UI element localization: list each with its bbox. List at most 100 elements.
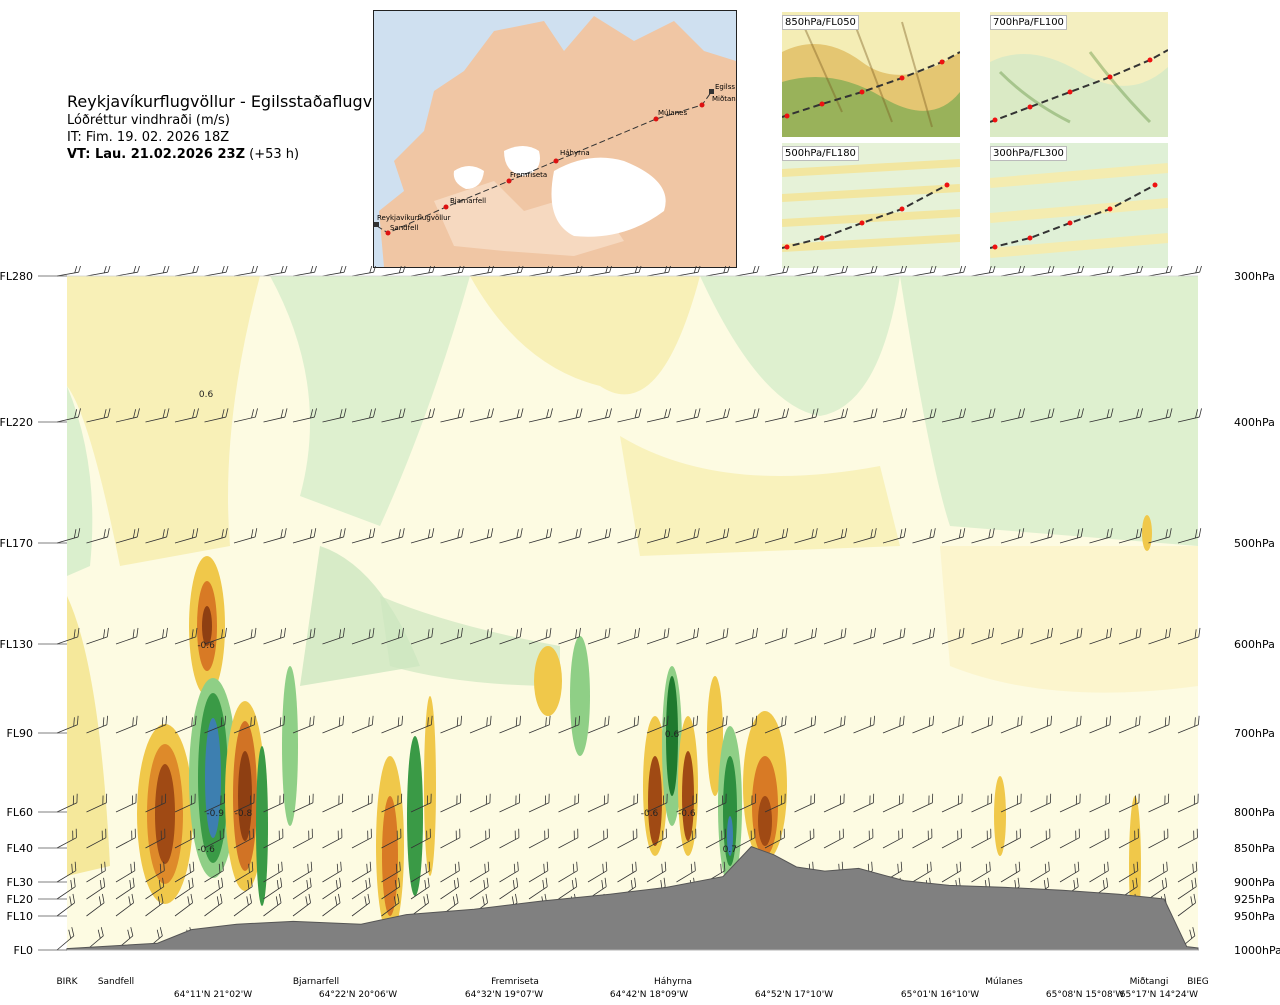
- wind-barb: [646, 828, 667, 849]
- right-axis-tick: 600hPa: [1234, 638, 1275, 651]
- wind-barb: [351, 266, 377, 277]
- wind-barb: [381, 528, 405, 544]
- wind-barb: [174, 408, 199, 423]
- wind-barb: [1059, 861, 1080, 883]
- wind-barb: [1177, 828, 1198, 849]
- wind-barb: [971, 828, 992, 849]
- wind-barb: [1148, 627, 1171, 645]
- wind-barb: [351, 828, 372, 849]
- wind-barb: [410, 793, 432, 813]
- wind-barb: [115, 627, 139, 645]
- wind-barb: [440, 861, 460, 883]
- wind-barb: [1177, 715, 1200, 734]
- wind-barb: [735, 408, 760, 423]
- wind-barb: [764, 715, 787, 734]
- wind-barb: [558, 793, 580, 813]
- map-label-fremriseta: Fremriseta: [510, 171, 547, 179]
- wind-barb: [882, 715, 905, 734]
- wind-barb: [705, 528, 730, 544]
- wind-barb: [853, 528, 877, 544]
- wind-barb: [263, 408, 288, 423]
- wind-barb: [1030, 861, 1050, 883]
- wind-barb: [322, 793, 344, 813]
- wind-barb: [617, 828, 638, 849]
- wind-barb: [941, 627, 965, 645]
- wind-barb: [292, 266, 318, 277]
- wind-barb: [676, 828, 697, 849]
- value-label: -0.9: [206, 809, 224, 819]
- wind-barb: [764, 828, 785, 849]
- panel-700: 700hPa/FL100: [990, 12, 1168, 137]
- wind-barb: [1148, 266, 1174, 277]
- wind-barb: [233, 408, 258, 423]
- left-axis-tick: FL10: [7, 910, 33, 923]
- left-axis-tick: FL130: [0, 638, 33, 651]
- wind-barb: [646, 793, 668, 813]
- wind-barb: [941, 528, 966, 544]
- left-axis-tick: FL0: [14, 944, 33, 957]
- wind-barb: [115, 893, 134, 917]
- wind-barb: [174, 793, 196, 813]
- wind-barb: [1118, 793, 1140, 813]
- wind-barb: [1030, 828, 1051, 849]
- wind-barb: [587, 715, 610, 734]
- wind-barb: [1000, 408, 1025, 423]
- wind-barb: [735, 266, 761, 277]
- wind-barb: [440, 528, 464, 544]
- wind-barb: [764, 266, 790, 277]
- wind-barb: [794, 266, 820, 277]
- wind-barb: [381, 793, 403, 813]
- wind-barb: [440, 408, 465, 423]
- wind-barb: [1177, 793, 1199, 813]
- wind-barb: [381, 408, 406, 423]
- wind-barb: [823, 793, 845, 813]
- wind-barb: [735, 828, 756, 849]
- wind-barb: [558, 877, 578, 900]
- wind-barb: [292, 715, 315, 734]
- wind-barb: [705, 266, 731, 277]
- wind-barb: [351, 893, 370, 917]
- x-site-label: Sandfell: [98, 977, 134, 987]
- map-label-sandfell: Sandfell: [390, 224, 418, 232]
- wind-barb: [292, 893, 311, 917]
- wind-barb: [381, 627, 404, 645]
- wind-barb: [1059, 528, 1084, 544]
- wind-barb: [853, 715, 876, 734]
- wind-barb: [292, 877, 312, 900]
- wind-barb: [351, 528, 376, 544]
- chart-title-block: Reykjavíkurflugvöllur - Egilsstaðaflugvö…: [67, 92, 408, 163]
- wind-barb: [56, 715, 79, 734]
- wind-barb: [499, 627, 522, 645]
- wind-barb: [322, 627, 345, 645]
- wind-barb: [351, 715, 374, 734]
- wind-barb: [351, 877, 371, 900]
- wind-barb: [558, 627, 581, 645]
- wind-barb: [823, 266, 849, 277]
- wind-barb: [1000, 715, 1023, 734]
- wind-barb: [558, 528, 582, 544]
- wind-barb: [912, 627, 935, 645]
- wind-barb: [823, 627, 847, 645]
- wind-barb: [351, 408, 376, 423]
- wind-barb: [233, 528, 258, 544]
- x-site-label: Fremriseta: [491, 977, 539, 987]
- wind-barb: [499, 877, 519, 900]
- wind-barb: [469, 266, 495, 277]
- wind-barb: [1118, 627, 1142, 645]
- left-axis-tick: FL170: [0, 537, 33, 550]
- wind-barb: [971, 861, 991, 883]
- wind-barb: [56, 408, 81, 423]
- left-axis-tick: FL40: [7, 842, 33, 855]
- wind-barb: [646, 266, 672, 277]
- wind-barb: [263, 715, 286, 734]
- wind-barb: [145, 877, 165, 900]
- left-axis-tick: FL90: [7, 727, 33, 740]
- x-coord-label: 65°08'N 15°08'W: [1046, 990, 1124, 1000]
- wind-barb: [381, 877, 401, 900]
- wind-barb: [794, 715, 817, 734]
- wind-barb: [676, 528, 700, 544]
- right-axis-tick: 400hPa: [1234, 416, 1275, 429]
- wind-barb: [794, 793, 816, 813]
- wind-barb: [558, 715, 581, 734]
- wind-barb: [735, 793, 757, 813]
